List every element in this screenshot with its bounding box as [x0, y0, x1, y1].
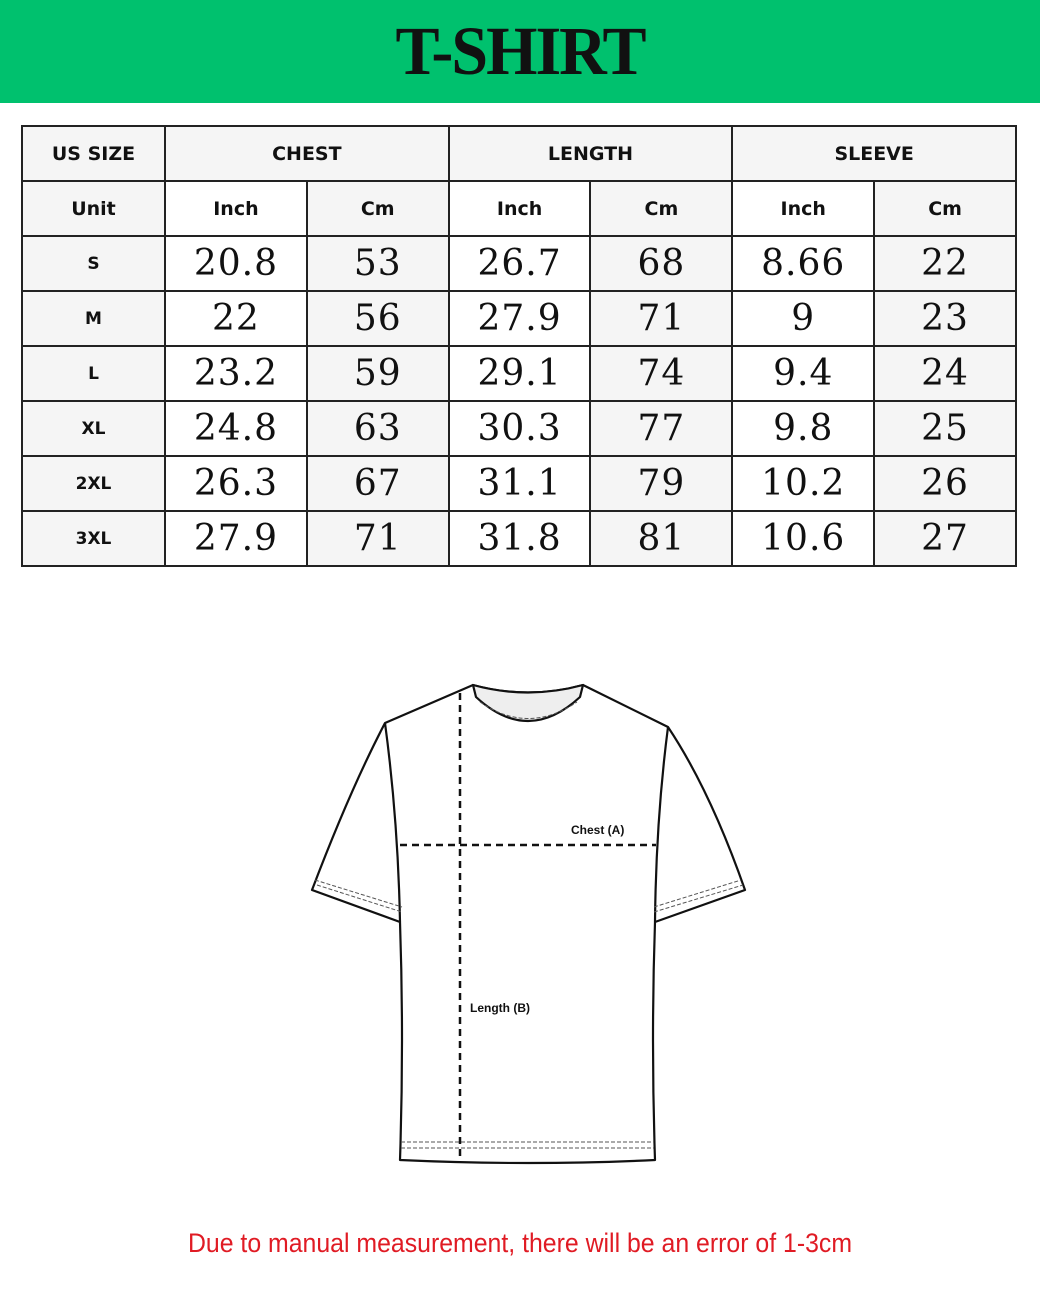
- header-chest: CHEST: [164, 125, 450, 182]
- value-cell: 31.1: [447, 455, 592, 512]
- table-row: 3XL 27.9 71 31.8 81 10.6 27: [21, 510, 1017, 567]
- value-cell: 30.3: [447, 400, 592, 457]
- size-cell: M: [21, 290, 166, 347]
- value-cell: 26: [873, 455, 1017, 512]
- size-cell: XL: [21, 400, 166, 457]
- value-cell: 8.66: [731, 235, 876, 292]
- value-cell: 68: [589, 235, 734, 292]
- value-cell: 24: [873, 345, 1017, 402]
- group-header-row: US SIZE CHEST LENGTH SLEEVE: [21, 125, 1017, 182]
- unit-header: Inch: [447, 180, 592, 237]
- value-cell: 9.4: [731, 345, 876, 402]
- table-row: XL 24.8 63 30.3 77 9.8 25: [21, 400, 1017, 457]
- value-cell: 25: [873, 400, 1017, 457]
- size-cell: 2XL: [21, 455, 166, 512]
- value-cell: 77: [589, 400, 734, 457]
- page-title: T-SHIRT: [395, 12, 646, 90]
- value-cell: 10.2: [731, 455, 876, 512]
- value-cell: 74: [589, 345, 734, 402]
- table-row: 2XL 26.3 67 31.1 79 10.2 26: [21, 455, 1017, 512]
- value-cell: 71: [589, 290, 734, 347]
- value-cell: 67: [305, 455, 450, 512]
- value-cell: 26.7: [447, 235, 592, 292]
- table-row: L 23.2 59 29.1 74 9.4 24: [21, 345, 1017, 402]
- value-cell: 79: [589, 455, 734, 512]
- measurement-note: Due to manual measurement, there will be…: [187, 1228, 853, 1258]
- header-sleeve: SLEEVE: [731, 125, 1017, 182]
- value-cell: 63: [305, 400, 450, 457]
- value-cell: 20.8: [164, 235, 308, 292]
- value-cell: 53: [305, 235, 450, 292]
- unit-header: Cm: [589, 180, 734, 237]
- size-cell: L: [21, 345, 166, 402]
- value-cell: 26.3: [164, 455, 308, 512]
- unit-header: Inch: [731, 180, 876, 237]
- collar: [471, 683, 585, 723]
- value-cell: 23.2: [164, 345, 308, 402]
- header-us-size: US SIZE: [21, 125, 166, 182]
- unit-header: Inch: [164, 180, 308, 237]
- value-cell: 56: [305, 290, 450, 347]
- value-cell: 10.6: [731, 510, 876, 567]
- value-cell: 9.8: [731, 400, 876, 457]
- unit-header: Cm: [873, 180, 1017, 237]
- unit-header-row: Unit Inch Cm Inch Cm Inch Cm: [21, 180, 1017, 237]
- size-cell: S: [21, 235, 166, 292]
- unit-header: Cm: [305, 180, 450, 237]
- value-cell: 71: [305, 510, 450, 567]
- table-row: S 20.8 53 26.7 68 8.66 22: [21, 235, 1017, 292]
- value-cell: 31.8: [447, 510, 592, 567]
- value-cell: 23: [873, 290, 1017, 347]
- tshirt-outline: [310, 683, 747, 1165]
- value-cell: 81: [589, 510, 734, 567]
- title-banner: T-SHIRT: [0, 0, 1040, 103]
- table-row: M 22 56 27.9 71 9 23: [21, 290, 1017, 347]
- header-length: LENGTH: [447, 125, 734, 182]
- length-label: Length (B): [470, 1001, 530, 1015]
- value-cell: 22: [873, 235, 1017, 292]
- value-cell: 22: [164, 290, 308, 347]
- value-cell: 9: [731, 290, 876, 347]
- value-cell: 24.8: [164, 400, 308, 457]
- value-cell: 27.9: [447, 290, 592, 347]
- value-cell: 59: [305, 345, 450, 402]
- size-chart-table: US SIZE CHEST LENGTH SLEEVE Unit Inch Cm…: [21, 125, 1017, 567]
- value-cell: 27.9: [164, 510, 308, 567]
- chest-label: Chest (A): [571, 823, 624, 837]
- value-cell: 27: [873, 510, 1017, 567]
- header-unit: Unit: [21, 180, 166, 237]
- size-cell: 3XL: [21, 510, 166, 567]
- value-cell: 29.1: [447, 345, 592, 402]
